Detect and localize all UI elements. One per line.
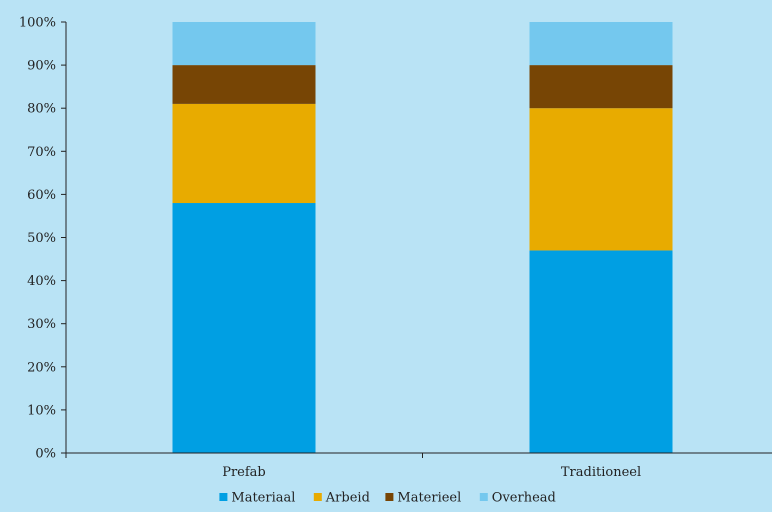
x-tick-label: Traditioneel xyxy=(561,465,641,480)
y-tick-label: 80% xyxy=(27,102,56,117)
y-tick-label: 60% xyxy=(27,188,56,203)
legend-swatch xyxy=(385,493,394,501)
bar-traditioneel-overhead xyxy=(529,22,673,66)
y-tick-label: 100% xyxy=(19,16,56,31)
legend-item-arbeid: Arbeid xyxy=(313,491,370,506)
bar-prefab-materieel xyxy=(172,65,316,104)
bars-layer xyxy=(172,22,673,453)
legend-label: Overhead xyxy=(492,491,556,506)
axes-layer xyxy=(61,21,772,458)
legend-swatch xyxy=(479,493,488,501)
y-tick-label: 0% xyxy=(35,447,56,462)
legend-label: Arbeid xyxy=(325,491,370,506)
y-tick-label: 10% xyxy=(27,403,56,418)
labels-layer: 0% 10% 20% 30% 40% 50% 60% 70% 80% 90% 100% Prefab T… xyxy=(19,16,641,481)
bar-traditioneel-materiaal xyxy=(529,250,673,453)
legend-swatch xyxy=(313,493,322,501)
legend: Materiaal Arbeid Materieel Overhead xyxy=(219,491,556,506)
legend-label: Materiaal xyxy=(231,491,295,506)
legend-label: Materieel xyxy=(397,491,461,506)
bar-prefab-arbeid xyxy=(172,103,316,204)
y-tick-label: 90% xyxy=(27,59,56,74)
y-tick-label: 50% xyxy=(27,231,56,246)
y-tick-label: 20% xyxy=(27,360,56,375)
y-tick-label: 40% xyxy=(27,274,56,289)
legend-item-materieel: Materieel xyxy=(385,491,461,506)
legend-item-materiaal: Materiaal xyxy=(219,491,295,506)
bar-traditioneel-arbeid xyxy=(529,108,673,251)
y-tick-label: 30% xyxy=(27,317,56,332)
legend-item-overhead: Overhead xyxy=(479,491,556,506)
bar-prefab-materiaal xyxy=(172,203,316,453)
bar-prefab-overhead xyxy=(172,22,316,66)
y-tick-label: 70% xyxy=(27,145,56,160)
x-tick-label: Prefab xyxy=(222,465,266,480)
legend-swatch xyxy=(219,493,228,501)
bar-traditioneel-materieel xyxy=(529,65,673,109)
